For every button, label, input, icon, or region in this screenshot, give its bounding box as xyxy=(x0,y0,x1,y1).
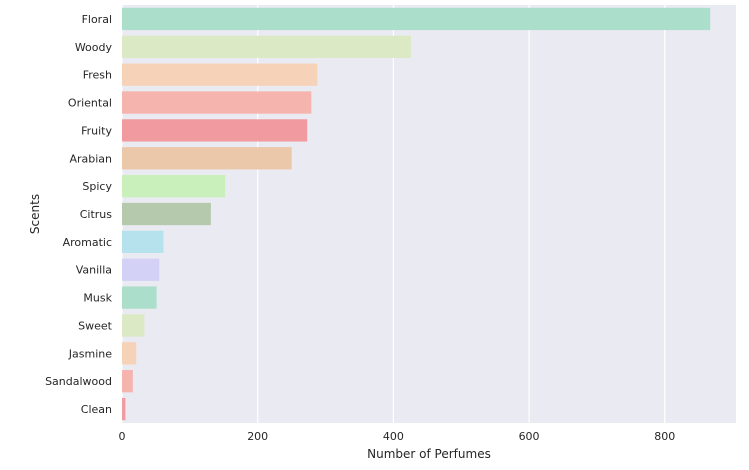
bar-jasmine xyxy=(122,342,137,365)
bar-musk xyxy=(122,286,157,309)
y-tick-label: Floral xyxy=(82,13,112,26)
y-tick-label: Citrus xyxy=(80,208,113,221)
bar-oriental xyxy=(122,91,312,114)
y-tick-labels: Floral Woody Fresh Oriental Fruity Arabian Spi… xyxy=(45,13,113,416)
y-tick-label: Jasmine xyxy=(68,347,112,360)
x-tick-label: 600 xyxy=(519,430,540,443)
y-tick-label: Arabian xyxy=(69,152,112,165)
x-tick-label: 400 xyxy=(383,430,404,443)
bar-spicy xyxy=(122,174,226,198)
y-tick-label: Sweet xyxy=(78,319,113,332)
bar-woody xyxy=(122,35,412,58)
y-tick-label: Oriental xyxy=(68,97,112,110)
bar-citrus xyxy=(122,202,211,226)
y-tick-label: Musk xyxy=(83,292,112,305)
y-tick-label: Aromatic xyxy=(63,236,112,249)
y-tick-label: Woody xyxy=(75,41,113,54)
bar-arabian xyxy=(122,147,292,170)
bars xyxy=(122,7,711,421)
bar-fresh xyxy=(122,63,318,86)
x-tick-label: 0 xyxy=(119,430,126,443)
x-tick-label: 200 xyxy=(247,430,268,443)
x-tick-labels: 0 200 400 600 800 xyxy=(119,430,676,443)
x-tick-label: 800 xyxy=(654,430,675,443)
y-tick-label: Clean xyxy=(81,403,112,416)
bar-sandalwood xyxy=(122,370,133,393)
bar-sweet xyxy=(122,314,145,337)
x-axis-label: Number of Perfumes xyxy=(367,447,491,461)
bar-aromatic xyxy=(122,230,164,254)
y-tick-label: Sandalwood xyxy=(45,375,112,388)
y-axis-label: Scents xyxy=(28,194,42,234)
y-tick-label: Fresh xyxy=(83,69,112,82)
y-tick-label: Spicy xyxy=(82,180,112,193)
bar-fruity xyxy=(122,119,308,142)
bar-floral xyxy=(122,7,711,31)
bar-vanilla xyxy=(122,258,160,281)
y-tick-label: Vanilla xyxy=(76,264,112,277)
y-tick-label: Fruity xyxy=(81,124,112,137)
bar-clean xyxy=(122,397,126,421)
